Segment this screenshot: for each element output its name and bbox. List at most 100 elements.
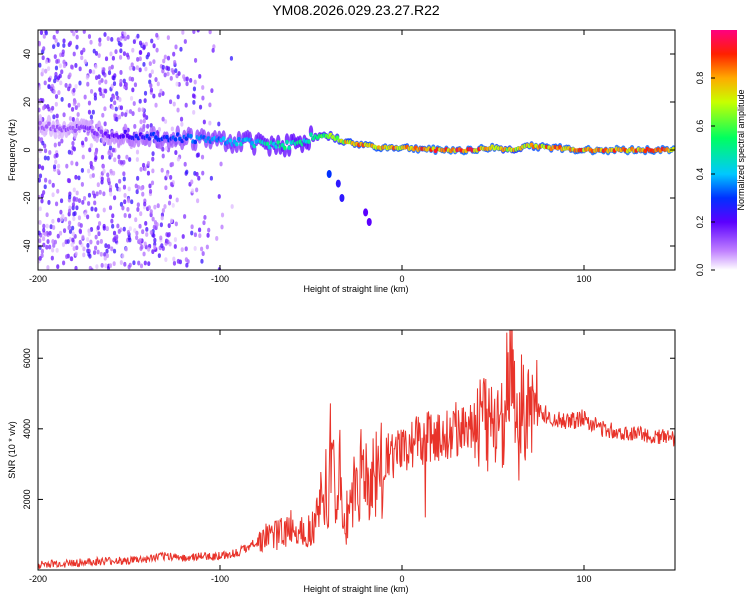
heatmap-noise-blob bbox=[76, 112, 80, 117]
heatmap-noise-blob bbox=[141, 229, 145, 235]
heatmap-noise-blob bbox=[102, 207, 106, 213]
heatmap-noise-blob bbox=[219, 161, 223, 167]
heatmap-noise-blob bbox=[41, 68, 45, 74]
heatmap-noise-blob bbox=[169, 175, 173, 180]
heatmap-noise-blob bbox=[75, 190, 79, 196]
heatmap-noise-blob bbox=[161, 146, 165, 152]
heatmap-noise-blob bbox=[118, 187, 122, 192]
snr-xlabel: Height of straight line (km) bbox=[303, 584, 408, 594]
heatmap-noise-blob bbox=[101, 112, 105, 118]
heatmap-noise-blob bbox=[172, 101, 176, 107]
heatmap-noise-blob bbox=[57, 217, 61, 223]
heatmap-noise-blob bbox=[70, 64, 74, 70]
heatmap-noise-blob bbox=[183, 39, 187, 44]
heatmap-noise-blob bbox=[200, 154, 205, 160]
heatmap-noise-blob bbox=[108, 263, 113, 269]
heatmap-noise-blob bbox=[43, 184, 47, 190]
heatmap-noise-blob bbox=[201, 170, 205, 176]
heatmap-noise-blob bbox=[96, 213, 100, 219]
heatmap-band-core bbox=[282, 145, 287, 151]
heatmap-noise-blob bbox=[74, 265, 78, 270]
heatmap-noise-blob bbox=[201, 251, 205, 256]
heatmap-noise-blob bbox=[125, 52, 130, 58]
heatmap-noise-blob bbox=[45, 244, 49, 250]
heatmap-noise-blob bbox=[53, 239, 57, 245]
heatmap-noise-blob bbox=[181, 234, 185, 239]
heatmap-noise-blob bbox=[67, 178, 72, 184]
heatmap-noise-blob bbox=[88, 147, 92, 153]
heatmap-noise-blob bbox=[100, 176, 104, 182]
heatmap-noise-blob bbox=[102, 67, 106, 73]
heatmap-noise-blob bbox=[135, 65, 139, 71]
heatmap-noise-blob bbox=[68, 72, 72, 78]
heatmap-noise-blob bbox=[84, 136, 88, 142]
heatmap-noise-blob bbox=[183, 214, 187, 219]
heatmap-noise-blob bbox=[42, 190, 46, 195]
heatmap-band-core bbox=[95, 131, 99, 137]
heatmap-noise-blob bbox=[164, 257, 168, 263]
x-tick-label: 100 bbox=[576, 574, 591, 584]
heatmap-noise-blob bbox=[138, 40, 143, 46]
heatmap-noise-blob bbox=[94, 149, 98, 155]
heatmap-noise-blob bbox=[109, 168, 113, 174]
heatmap-noise-blob bbox=[71, 116, 75, 122]
heatmap-noise-blob bbox=[46, 239, 50, 244]
heatmap-noise-blob bbox=[168, 99, 173, 105]
heatmap-noise-blob bbox=[51, 247, 55, 253]
heatmap-noise-blob bbox=[107, 177, 111, 183]
heatmap-noise-blob bbox=[77, 102, 81, 108]
heatmap-noise-blob bbox=[122, 171, 126, 177]
heatmap-noise-blob bbox=[42, 46, 46, 52]
heatmap-noise-blob bbox=[109, 152, 114, 158]
heatmap-noise-blob bbox=[95, 264, 99, 269]
heatmap-noise-blob bbox=[173, 237, 178, 242]
heatmap-noise-blob bbox=[110, 246, 114, 252]
heatmap-noise-blob bbox=[83, 94, 87, 100]
heatmap-noise-blob bbox=[52, 243, 56, 248]
heatmap-noise-blob bbox=[147, 246, 151, 252]
heatmap-noise-blob bbox=[111, 213, 115, 219]
heatmap-band-core bbox=[307, 139, 311, 144]
heatmap-noise-blob bbox=[109, 191, 113, 197]
heatmap-band-core bbox=[234, 142, 239, 147]
heatmap-noise-blob bbox=[71, 202, 76, 208]
colorbar-tick-label: 0.0 bbox=[695, 264, 705, 277]
heatmap-noise-blob bbox=[137, 107, 141, 113]
heatmap-noise-blob bbox=[44, 30, 48, 36]
heatmap-noise-blob bbox=[197, 175, 201, 181]
x-tick-label: -100 bbox=[211, 574, 229, 584]
heatmap-noise-blob bbox=[40, 248, 45, 254]
heatmap-noise-blob bbox=[52, 44, 56, 50]
heatmap-noise-blob bbox=[47, 106, 51, 112]
heatmap-noise-blob bbox=[138, 56, 142, 62]
heatmap-noise-blob bbox=[176, 94, 180, 100]
y-tick-label: 20 bbox=[22, 97, 32, 107]
heatmap-noise-blob bbox=[119, 48, 123, 54]
heatmap-noise-blob bbox=[197, 227, 202, 233]
heatmap-noise-blob bbox=[75, 245, 79, 251]
heatmap-noise-blob bbox=[139, 185, 143, 191]
heatmap-noise-blob bbox=[123, 213, 127, 218]
heatmap-noise-blob bbox=[183, 161, 187, 167]
heatmap-noise-blob bbox=[114, 49, 118, 55]
heatmap-noise-blob bbox=[160, 167, 164, 173]
heatmap-noise-blob bbox=[92, 69, 96, 75]
heatmap-noise-blob bbox=[72, 51, 76, 57]
heatmap-noise-blob bbox=[190, 179, 194, 185]
colorbar-tick-label: 0.6 bbox=[695, 120, 705, 133]
heatmap-noise-blob bbox=[70, 30, 74, 34]
heatmap-noise-blob bbox=[100, 263, 104, 268]
heatmap-noise-blob bbox=[131, 87, 135, 93]
heatmap-noise-blob bbox=[176, 156, 181, 162]
heatmap-noise-blob bbox=[62, 112, 66, 118]
heatmap-noise-blob bbox=[172, 51, 176, 57]
heatmap-noise-blob bbox=[121, 253, 125, 259]
heatmap-noise-blob bbox=[117, 229, 121, 234]
y-tick-label: 6000 bbox=[22, 348, 32, 368]
heatmap-noise-blob bbox=[42, 227, 46, 233]
heatmap-secondary-blob bbox=[339, 194, 345, 202]
heatmap-noise-blob bbox=[160, 215, 164, 221]
heatmap-noise-blob bbox=[160, 243, 164, 248]
heatmap-noise-blob bbox=[108, 187, 113, 193]
